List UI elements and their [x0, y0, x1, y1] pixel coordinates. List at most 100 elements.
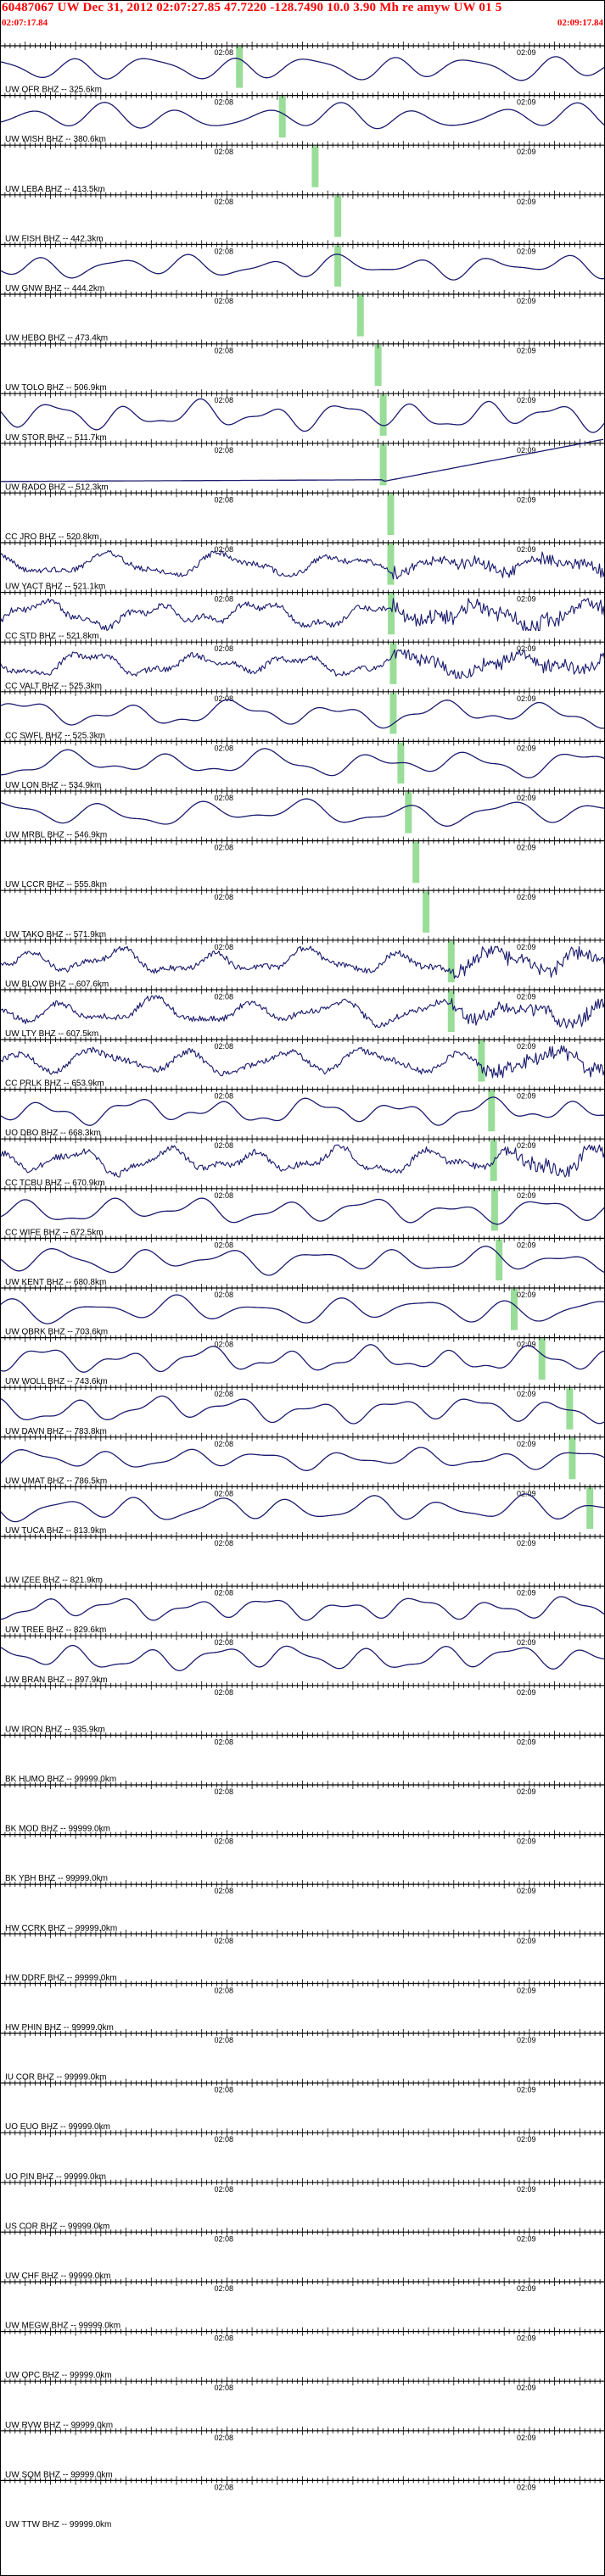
- pick-marker: [496, 1239, 503, 1280]
- trace-row: 02:08 02:09 UW BLOW BHZ -- 607.6km: [0, 935, 605, 989]
- axis-ticks: [0, 190, 605, 199]
- pick-marker: [538, 1338, 546, 1380]
- waveform: [0, 1197, 605, 1225]
- station-label: HW DDRF BHZ -- 99999.0km: [5, 1973, 117, 1982]
- waveform: [0, 398, 605, 433]
- station-label: CC VALT BHZ -- 525.3km: [5, 682, 102, 691]
- station-label: UW HEBO BHZ -- 473.4km: [5, 334, 108, 343]
- minute-tick-label: 02:09: [517, 1191, 536, 1200]
- station-label: BK MOD BHZ -- 99999.0km: [5, 1825, 110, 1834]
- minute-tick-label: 02:08: [215, 2036, 234, 2044]
- minute-tick-label: 02:09: [517, 2434, 536, 2442]
- minute-tick-label: 02:08: [215, 1589, 234, 1597]
- trace-row: 02:08 02:09 UW RVW BHZ -- 99999.0km: [0, 2377, 605, 2430]
- minute-tick-label: 02:08: [215, 1241, 234, 1249]
- minute-tick-label: 02:09: [517, 644, 536, 653]
- station-label: UW OFR BHZ -- 325.6km: [5, 86, 102, 95]
- minute-tick-label: 02:09: [517, 98, 536, 107]
- station-label: UW RADO BHZ -- 512.3km: [5, 482, 109, 492]
- trace-row: 02:08 02:09 UW STOR BHZ -- 511.7km: [0, 389, 605, 443]
- minute-tick-label: 02:08: [215, 2284, 234, 2293]
- minute-tick-label: 02:08: [215, 347, 234, 355]
- minute-tick-label: 02:09: [517, 545, 536, 554]
- axis-ticks: [0, 1681, 605, 1690]
- station-label: CC JRO BHZ -- 520.8km: [5, 532, 99, 542]
- minute-tick-label: 02:08: [215, 2384, 234, 2392]
- trace-row: 02:08 02:09 UW DAVN BHZ -- 783.8km: [0, 1383, 605, 1436]
- axis-ticks: [0, 1731, 605, 1740]
- trace-row: 02:08 02:09 UW LCCR BHZ -- 555.8km: [0, 836, 605, 889]
- station-label: UO EUO BHZ -- 99999.0km: [5, 2122, 110, 2132]
- axis-ticks: [0, 2078, 605, 2088]
- pick-marker: [379, 394, 387, 436]
- axis-ticks: [0, 2476, 605, 2485]
- minute-tick-label: 02:09: [517, 48, 536, 57]
- axis-ticks: [0, 1929, 605, 1938]
- minute-tick-label: 02:09: [517, 1638, 536, 1647]
- minute-tick-label: 02:08: [215, 446, 234, 454]
- minute-tick-label: 02:08: [215, 495, 234, 504]
- minute-tick-label: 02:09: [517, 2086, 536, 2094]
- station-label: CC PRLK BHZ -- 653.9km: [5, 1079, 104, 1089]
- trace-row: 02:08 02:09 CC SWFL BHZ -- 525.3km: [0, 687, 605, 740]
- station-label: UW TOLO BHZ -- 506.9km: [5, 383, 107, 393]
- waveform: [0, 1096, 605, 1126]
- axis-ticks: [0, 1880, 605, 1889]
- waveform: [0, 1144, 605, 1178]
- trace-row: 02:08 02:09 HW DDRF BHZ -- 99999.0km: [0, 1929, 605, 1982]
- station-label: UW DAVN BHZ -- 783.8km: [5, 1427, 107, 1436]
- trace-row: 02:08 02:09 UW UMAT BHZ -- 786.5km: [0, 1432, 605, 1486]
- trace-row: 02:08 02:09 HW PHIN BHZ -- 99999.0km: [0, 1979, 605, 2032]
- minute-tick-label: 02:08: [215, 694, 234, 703]
- waveform: [0, 798, 605, 827]
- minute-tick-label: 02:09: [517, 1440, 536, 1448]
- minute-tick-label: 02:09: [517, 198, 536, 206]
- axis-ticks: [0, 638, 605, 647]
- trace-row: 02:08 02:09 BK YBH BHZ -- 99999.0km: [0, 1830, 605, 1883]
- waveform: [0, 254, 605, 281]
- trace-row: 02:08 02:09 UW LON BHZ -- 534.9km: [0, 737, 605, 790]
- axis-ticks: [0, 1383, 605, 1392]
- minute-tick-label: 02:08: [215, 1787, 234, 1796]
- minute-tick-label: 02:08: [215, 148, 234, 156]
- axis-ticks: [0, 2177, 605, 2187]
- trace-row: 02:08 02:09 UW WISH BHZ -- 380.6km: [0, 91, 605, 144]
- station-label: UO DBO BHZ -- 668.3km: [5, 1129, 101, 1138]
- axis-ticks: [0, 935, 605, 945]
- waveform: [0, 56, 605, 81]
- trace-row: 02:08 02:09 CC TCBU BHZ -- 670.9km: [0, 1135, 605, 1188]
- axis-ticks: [0, 2426, 605, 2435]
- minute-tick-label: 02:08: [215, 1092, 234, 1101]
- trace-row: 02:08 02:09 UW OBRK BHZ -- 703.6km: [0, 1284, 605, 1337]
- minute-tick-label: 02:09: [517, 297, 536, 305]
- axis-ticks: [0, 1532, 605, 1541]
- event-title: 60487067 UW Dec 31, 2012 02:07:27.85 47.…: [2, 1, 502, 14]
- pick-marker: [356, 295, 364, 337]
- station-label: UW OPC BHZ -- 99999.0km: [5, 2371, 112, 2380]
- trace-row: 02:08 02:09 UW IZEE BHZ -- 821.9km: [0, 1532, 605, 1586]
- minute-tick-label: 02:09: [517, 247, 536, 255]
- trace-row: 02:08 02:09 UW WOLL BHZ -- 743.6km: [0, 1333, 605, 1386]
- minute-tick-label: 02:09: [517, 1688, 536, 1697]
- station-label: UW WOLL BHZ -- 743.6km: [5, 1377, 108, 1386]
- minute-tick-label: 02:08: [215, 2434, 234, 2442]
- minute-tick-label: 02:08: [215, 992, 234, 1001]
- minute-tick-label: 02:08: [215, 943, 234, 951]
- station-label: UW LEBA BHZ -- 413.5km: [5, 185, 105, 194]
- minute-tick-label: 02:08: [215, 1489, 234, 1497]
- trace-row: 02:08 02:09 HW CCRK BHZ -- 99999.0km: [0, 1880, 605, 1933]
- station-label: UW MRBL BHZ -- 546.9km: [5, 831, 107, 840]
- pick-marker: [490, 1189, 498, 1231]
- station-label: UW UMAT BHZ -- 786.5km: [5, 1476, 107, 1486]
- axis-ticks: [0, 1234, 605, 1243]
- minute-tick-label: 02:09: [517, 1986, 536, 1994]
- minute-tick-label: 02:09: [517, 992, 536, 1001]
- axis-ticks: [0, 1482, 605, 1492]
- axis-ticks: [0, 2377, 605, 2386]
- minute-tick-label: 02:09: [517, 2483, 536, 2491]
- pick-marker: [478, 1040, 485, 1082]
- pick-marker: [405, 792, 412, 834]
- station-label: CC WIFE BHZ -- 672.5km: [5, 1228, 104, 1237]
- axis-ticks: [0, 1035, 605, 1044]
